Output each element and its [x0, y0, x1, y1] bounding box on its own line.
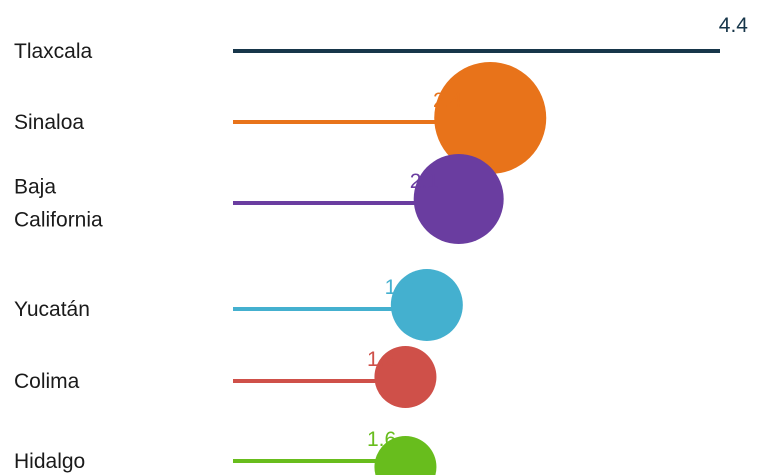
- chart-marks: 4.4 2.4 2.1 1.8 1.6 1.6: [233, 14, 748, 475]
- bubble-sinaloa: [434, 62, 547, 174]
- bubble-yucatan: [390, 269, 463, 341]
- value-label-hidalgo: 1.6: [367, 428, 396, 451]
- category-label-baja-california: Baja California: [14, 176, 103, 232]
- category-label-tlaxcala: Tlaxcala: [14, 40, 93, 63]
- value-label-sinaloa: 2.4: [433, 89, 463, 112]
- value-label-colima: 1.6: [367, 348, 396, 371]
- bubble-hidalgo: [374, 436, 437, 475]
- category-label-colima: Colima: [14, 370, 80, 393]
- category-label-hidalgo: Hidalgo: [14, 450, 85, 473]
- category-label-sinaloa: Sinaloa: [14, 111, 84, 134]
- value-label-baja-california: 2.1: [410, 170, 439, 193]
- category-labels: Tlaxcala Sinaloa Baja California Yucatán Coli…: [14, 40, 103, 473]
- value-label-tlaxcala: 4.4: [719, 14, 749, 37]
- bubble-colima: [374, 346, 437, 408]
- bubble-baja-california: [413, 154, 504, 244]
- category-label-yucatan: Yucatán: [14, 298, 90, 321]
- value-label-yucatan: 1.8: [385, 276, 414, 299]
